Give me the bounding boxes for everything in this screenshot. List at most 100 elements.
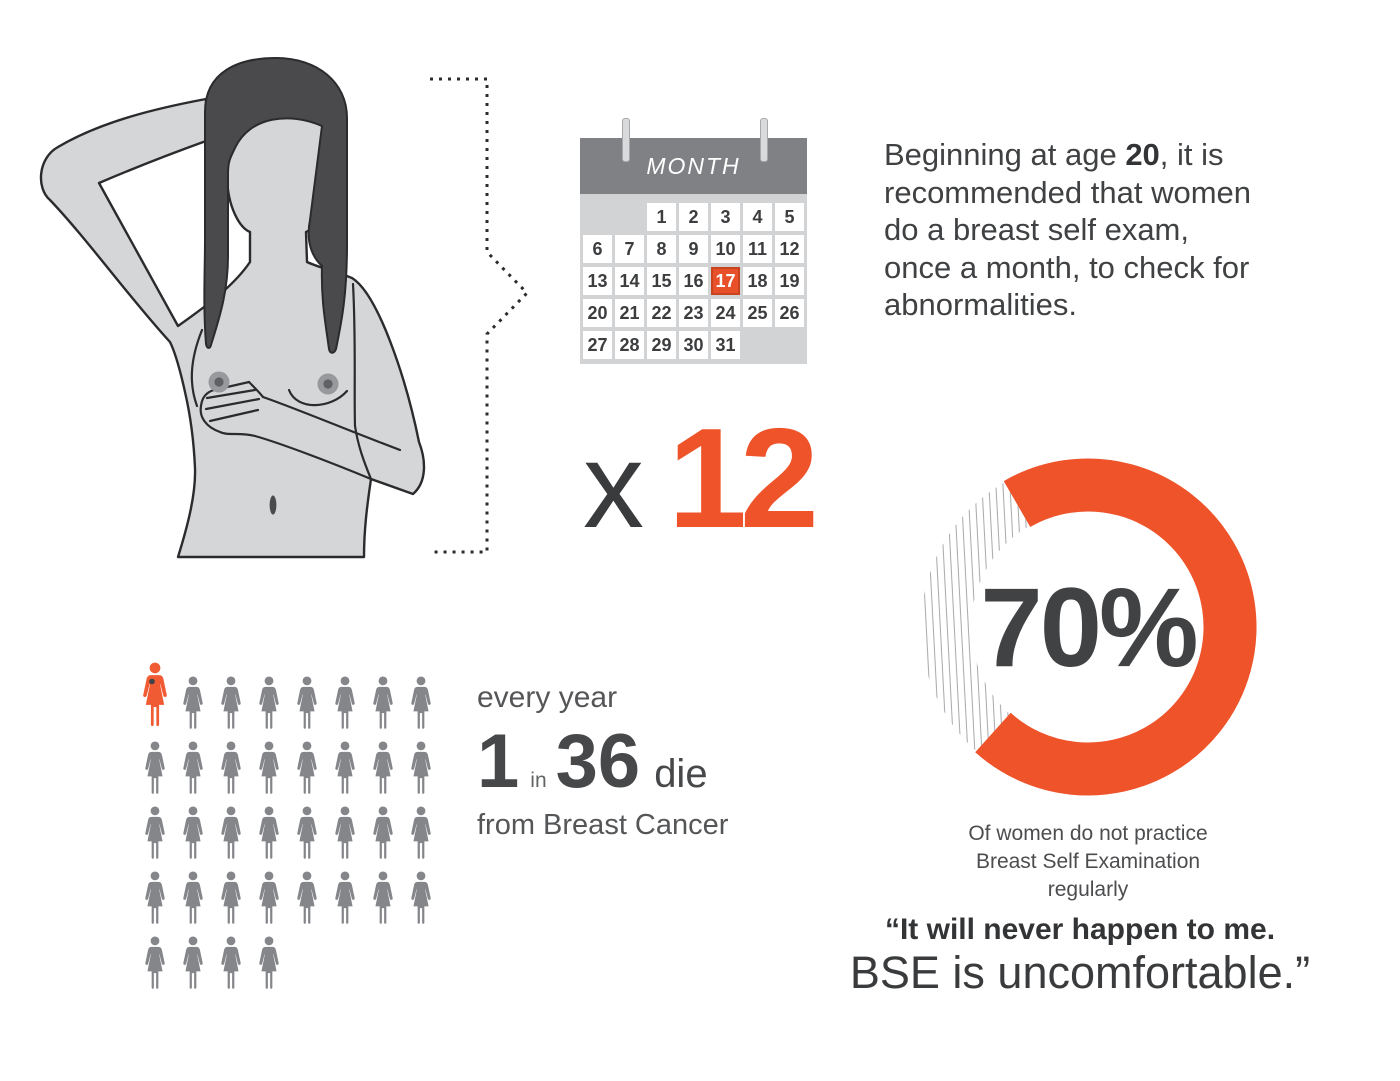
finger-line xyxy=(208,408,260,423)
calendar-cell-empty xyxy=(775,331,804,359)
pictogram-figure xyxy=(259,936,279,989)
pictogram-figure xyxy=(183,806,203,859)
calendar-cell: 22 xyxy=(647,299,676,327)
pictogram-figure xyxy=(373,676,393,729)
statistic-conjunction: in xyxy=(530,769,547,792)
calendar-grid: 1 2 3 4 5 6 7 8 9 10 11 12 13 14 15 16 17 18 19 20 21 22 23 24 2… xyxy=(583,203,804,359)
pictogram-figure xyxy=(145,871,165,924)
statistic-number-1: 1 xyxy=(477,719,520,804)
times-symbol: x xyxy=(583,417,644,553)
pictogram-figure xyxy=(335,871,355,924)
pictogram-figure xyxy=(411,676,431,729)
pictogram-figure xyxy=(335,741,355,794)
mortality-statistic: every year 1 in 36 die from Breast Cance… xyxy=(477,681,787,842)
calendar-cell: 6 xyxy=(583,235,612,263)
dashed-brace xyxy=(430,77,530,554)
donut-center-label: 70% xyxy=(980,564,1198,690)
pictogram-figure xyxy=(183,871,203,924)
calendar-cell: 2 xyxy=(679,203,708,231)
quote-line-1: “It will never happen to me. xyxy=(884,913,1276,946)
statistic-number-36: 36 xyxy=(555,719,641,804)
pictogram-figure xyxy=(183,936,203,989)
donut-label-box: 70% xyxy=(918,457,1258,797)
pictogram-figure xyxy=(221,936,241,989)
statistic-tail: from Breast Cancer xyxy=(477,809,729,841)
calendar-cell: 31 xyxy=(711,331,740,359)
calendar-cell: 28 xyxy=(615,331,644,359)
monthly-multiplier: x 12 xyxy=(583,399,819,558)
pictogram-figure xyxy=(335,676,355,729)
calendar-cell: 16 xyxy=(679,267,708,295)
woman-body-silhouette xyxy=(39,88,426,559)
recommendation-text: Beginning at age 20, it is recommended t… xyxy=(884,136,1294,324)
calendar-cell: 27 xyxy=(583,331,612,359)
pictogram-figure xyxy=(183,741,203,794)
calendar-cell: 19 xyxy=(775,267,804,295)
pictogram-figure xyxy=(259,676,279,729)
statistic-ratio: 1 in 36 die xyxy=(477,724,787,800)
quote-block: “It will never happen to me. BSE is unco… xyxy=(800,912,1360,998)
recommendation-line: recommended that women xyxy=(884,174,1252,210)
calendar-cell: 7 xyxy=(615,235,644,263)
calendar-cell: 8 xyxy=(647,235,676,263)
woman-detail-lines xyxy=(190,282,402,481)
pictogram-figure xyxy=(145,741,165,794)
age-bold: 20 xyxy=(1125,137,1160,172)
calendar-header: MONTH xyxy=(580,138,807,194)
calendar-cell: 15 xyxy=(647,267,676,295)
calendar-cell: 18 xyxy=(743,267,772,295)
pictogram-figure xyxy=(221,676,241,729)
calendar-cell-empty xyxy=(743,331,772,359)
calendar-cell: 24 xyxy=(711,299,740,327)
right-breast-curve xyxy=(287,388,349,407)
statistic-lead: every year xyxy=(477,681,618,714)
woman-self-exam-illustration xyxy=(39,57,426,559)
calendar-cell: 14 xyxy=(615,267,644,295)
recommendation-line: once a month, to check for xyxy=(884,249,1250,285)
pictogram-figure xyxy=(259,806,279,859)
calendar-cell: 23 xyxy=(679,299,708,327)
donut-caption-line: Breast Self Examination xyxy=(975,850,1201,873)
nipples xyxy=(208,371,339,395)
tumor-dot xyxy=(149,678,155,685)
calendar-cell: 11 xyxy=(743,235,772,263)
calendar-cell: 29 xyxy=(647,331,676,359)
calendar-cell: 10 xyxy=(711,235,740,263)
calendar-cell: 26 xyxy=(775,299,804,327)
quote-line-2: BSE is uncomfortable.” xyxy=(849,947,1311,998)
pictogram-figure xyxy=(183,676,203,729)
navel xyxy=(269,495,277,515)
donut-percent-arc xyxy=(919,458,1257,796)
calendar: MONTH 1 2 3 4 5 6 7 8 9 10 11 12 13 14 15 16 17 18 19 20 21 2… xyxy=(580,118,807,364)
calendar-cell: 12 xyxy=(775,235,804,263)
calendar-cell-empty xyxy=(615,203,644,231)
calendar-cell: 1 xyxy=(647,203,676,231)
calendar-cell: 13 xyxy=(583,267,612,295)
multiplier-value: 12 xyxy=(668,399,819,558)
pictogram-figure xyxy=(221,806,241,859)
calendar-cell: 3 xyxy=(711,203,740,231)
calendar-cell: 21 xyxy=(615,299,644,327)
pictogram-figure xyxy=(297,871,317,924)
recommendation-line: abnormalities. xyxy=(884,287,1077,322)
calendar-cell-empty xyxy=(583,203,612,231)
donut-caption-line: regularly xyxy=(1047,878,1129,901)
pictogram-figure xyxy=(221,741,241,794)
finger-line xyxy=(205,388,257,400)
pictogram-figure-highlighted xyxy=(143,662,167,727)
pictogram-figure xyxy=(145,936,165,989)
calendar-pin-right xyxy=(760,118,768,162)
pictogram-figure xyxy=(297,676,317,729)
recommendation-line: do a breast self exam, xyxy=(884,212,1189,247)
calendar-cell: 20 xyxy=(583,299,612,327)
pictogram-figure xyxy=(335,806,355,859)
pictogram-figure xyxy=(145,806,165,859)
statistic-verb: die xyxy=(654,752,708,796)
calendar-cell: 5 xyxy=(775,203,804,231)
pictogram-figure xyxy=(411,871,431,924)
donut-caption: Of women do not practice Breast Self Exa… xyxy=(918,820,1258,904)
pictogram-figure xyxy=(411,741,431,794)
calendar-cell-highlighted: 17 xyxy=(711,267,740,295)
pictogram-figure xyxy=(297,806,317,859)
